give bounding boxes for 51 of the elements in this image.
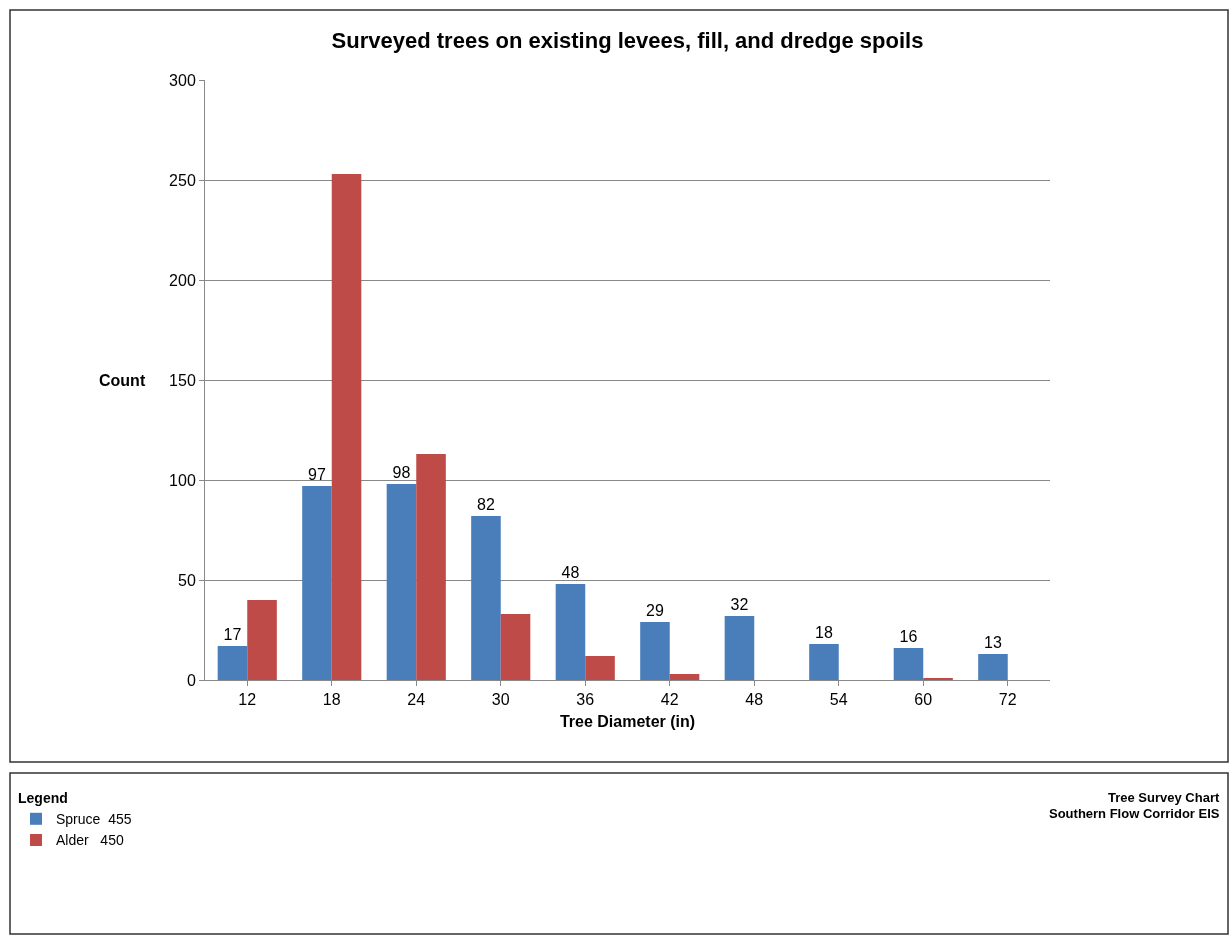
data-label: 17 (223, 626, 242, 643)
text: Southern Flow Corridor EIS (1049, 806, 1220, 821)
bar (978, 654, 1008, 680)
bar (331, 174, 362, 680)
x-axis-title: Tree Diameter (in) (559, 712, 696, 730)
bar (893, 648, 924, 680)
y-tick-label: 100 (169, 471, 196, 489)
bar (500, 614, 531, 680)
data-label: 98 (392, 464, 411, 481)
bar (585, 656, 615, 680)
x-tick-label: 18 (322, 691, 341, 709)
text: Tree Survey Chart (1108, 790, 1220, 805)
data-label: 32 (730, 596, 749, 613)
legend-label: Alder 450 (56, 832, 124, 849)
bar (724, 616, 755, 680)
y-tick-label: 250 (169, 171, 196, 189)
data-label: 13 (984, 634, 1002, 651)
x-tick-label: 48 (745, 691, 764, 709)
x-tick-label: 24 (407, 691, 426, 709)
y-tick-label: 150 (169, 371, 196, 389)
legend-title: Legend (18, 790, 68, 807)
bar (640, 622, 670, 680)
bar (555, 584, 586, 680)
bar (669, 674, 700, 680)
bar (416, 454, 446, 680)
x-tick-label: 30 (491, 691, 510, 709)
legend-label: Spruce 455 (56, 811, 132, 828)
y-axis-title: Count (99, 372, 146, 389)
data-label: 29 (646, 602, 664, 619)
y-tick-label: 200 (169, 271, 196, 289)
x-tick-label: 60 (914, 691, 933, 709)
bar (302, 486, 332, 680)
bar (386, 484, 417, 680)
data-label: 48 (561, 564, 580, 581)
bar (247, 600, 277, 680)
data-label: 82 (477, 496, 495, 513)
x-tick-label: 54 (829, 691, 848, 709)
y-tick-label: 300 (169, 71, 196, 89)
data-label: 16 (899, 628, 918, 645)
chart-title: Surveyed trees on existing levees, fill, and dredge spoils (331, 27, 924, 53)
data-label: 97 (308, 466, 326, 483)
bar (217, 646, 248, 680)
x-tick-label: 12 (238, 691, 257, 709)
y-tick-label: 50 (178, 571, 196, 589)
data-label: 18 (815, 624, 833, 641)
bar (471, 516, 501, 680)
x-tick-label: 72 (998, 691, 1017, 709)
x-tick-label: 36 (576, 691, 595, 709)
bar (809, 644, 839, 680)
y-tick-label: 0 (186, 671, 196, 689)
x-tick-label: 42 (660, 691, 679, 709)
